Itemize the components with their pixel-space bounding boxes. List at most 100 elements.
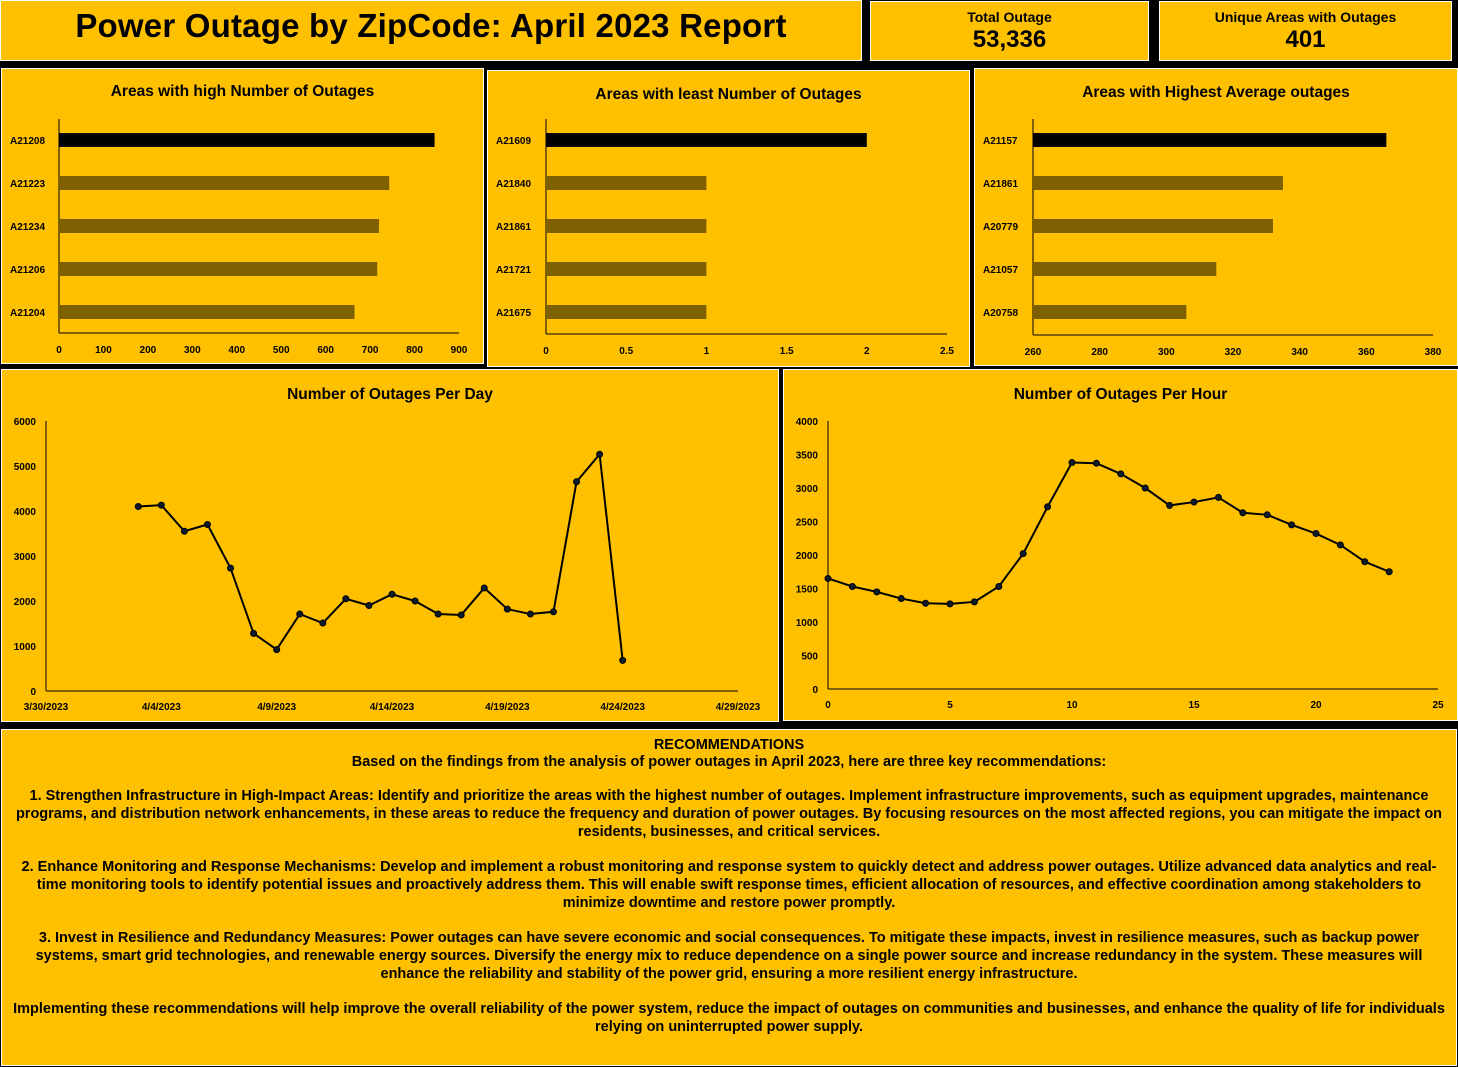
page-title: Power Outage by ZipCode: April 2023 Repo… (75, 7, 787, 44)
bar (1033, 176, 1283, 190)
y-tick-label: 6000 (14, 417, 37, 428)
title-panel: Power Outage by ZipCode: April 2023 Repo… (0, 0, 862, 61)
data-point (1263, 511, 1271, 519)
category-label: A20758 (983, 308, 1018, 319)
x-tick-label: 5 (947, 700, 953, 711)
chart-least-outages: Areas with least Number of Outages 0 0.5 1 1… (496, 86, 954, 357)
category-label: A21861 (983, 179, 1018, 190)
data-point (319, 619, 327, 627)
y-tick-label: 2000 (14, 597, 37, 608)
chart-least-outages-panel: Areas with least Number of Outages 0 0.5 1 1… (487, 70, 970, 367)
chart-per-day-panel: Number of Outages Per Day 0 1000 2000 3000 40… (1, 369, 779, 722)
bar (1033, 305, 1187, 319)
category-label: A21223 (10, 179, 45, 190)
data-point (134, 503, 142, 510)
x-tick-label: 4/24/2023 (600, 702, 645, 713)
x-tick-label: 260 (1025, 347, 1042, 358)
recommendations-panel: RECOMMENDATIONS Based on the findings fr… (1, 729, 1457, 1066)
recommendation-1: 1. Strengthen Infrastructure in High-Imp… (15, 788, 1443, 840)
data-point (1117, 470, 1125, 478)
data-point (995, 582, 1003, 590)
category-label: A21609 (496, 136, 531, 147)
x-tick-label: 10 (1066, 700, 1078, 711)
y-tick-label: 1000 (796, 618, 819, 629)
series-line (827, 461, 1390, 605)
data-point (342, 595, 350, 603)
chart-per-hour: Number of Outages Per Hour 0 500 1000 1500 20… (796, 386, 1444, 711)
x-tick-label: 280 (1091, 347, 1108, 358)
x-tick-label: 2.5 (940, 346, 954, 357)
x-tick-label: 500 (273, 345, 290, 356)
x-tick-label: 200 (140, 345, 157, 356)
data-point (1336, 541, 1344, 549)
x-tick-label: 15 (1188, 700, 1200, 711)
chart-highest-average-panel: Areas with Highest Average outages 260 280… (974, 68, 1458, 366)
category-label: A21204 (10, 308, 45, 319)
category-label: A21861 (496, 222, 531, 233)
x-tick-label: 0 (543, 346, 549, 357)
data-point (1068, 459, 1076, 467)
data-point (250, 629, 258, 637)
data-point (1385, 568, 1393, 576)
x-tick-label: 360 (1358, 347, 1375, 358)
data-point (503, 605, 511, 613)
bar (546, 133, 867, 147)
x-tick-label: 4/14/2023 (370, 702, 415, 713)
x-tick-label: 2 (864, 346, 870, 357)
chart-title: Areas with least Number of Outages (595, 86, 861, 103)
x-tick-label: 4/29/2023 (716, 702, 761, 713)
data-point (1190, 498, 1198, 506)
category-label: A21234 (10, 222, 45, 233)
data-point (180, 527, 188, 535)
category-label: A21157 (983, 136, 1018, 147)
data-point (365, 602, 373, 609)
data-point (1092, 459, 1100, 467)
x-tick-label: 3/30/2023 (24, 702, 69, 713)
chart-title: Number of Outages Per Hour (1014, 386, 1228, 403)
data-point (227, 564, 235, 572)
data-point (619, 656, 627, 664)
y-tick-label: 1000 (14, 642, 37, 653)
bar (59, 262, 378, 276)
data-point (873, 588, 881, 596)
data-point (1044, 503, 1052, 511)
total-outage-label: Total Outage (967, 9, 1052, 25)
x-tick-label: 20 (1310, 700, 1322, 711)
bar (546, 262, 707, 276)
chart-title: Areas with Highest Average outages (1082, 84, 1350, 101)
x-tick-label: 100 (95, 345, 112, 356)
recommendation-3: 3. Invest in Resilience and Redundancy M… (35, 930, 1423, 982)
chart-highest-average: Areas with Highest Average outages 260 280… (983, 84, 1442, 358)
data-point (573, 478, 581, 486)
y-tick-label: 3000 (796, 484, 819, 495)
y-tick-label: 0 (30, 687, 36, 698)
chart-per-day: Number of Outages Per Day 0 1000 2000 3000 40… (14, 386, 761, 713)
data-point (388, 590, 396, 598)
x-tick-label: 1 (704, 346, 710, 357)
bar (546, 176, 707, 190)
recommendations-intro: Based on the findings from the analysis … (351, 754, 1107, 770)
x-tick-label: 4/19/2023 (485, 702, 530, 713)
chart-title: Number of Outages Per Day (287, 386, 493, 403)
bar (59, 305, 355, 319)
data-point (549, 608, 557, 616)
data-point (1214, 493, 1222, 501)
category-label: A21057 (983, 265, 1018, 276)
x-tick-label: 340 (1291, 347, 1308, 358)
data-point (526, 610, 534, 618)
data-point (970, 598, 978, 606)
data-point (480, 584, 488, 592)
data-point (946, 600, 954, 608)
bar (1033, 262, 1217, 276)
x-tick-label: 1.5 (780, 346, 794, 357)
data-point (1166, 501, 1174, 509)
recommendations-title: RECOMMENDATIONS (653, 737, 805, 753)
x-tick-label: 4/4/2023 (142, 702, 181, 713)
x-tick-label: 700 (362, 345, 379, 356)
bar (546, 305, 707, 319)
y-tick-label: 2000 (796, 551, 819, 562)
recommendation-2: 2. Enhance Monitoring and Response Mecha… (21, 859, 1437, 911)
data-point (157, 501, 165, 509)
unique-areas-value: 401 (1285, 26, 1326, 53)
y-tick-label: 1500 (796, 585, 819, 596)
